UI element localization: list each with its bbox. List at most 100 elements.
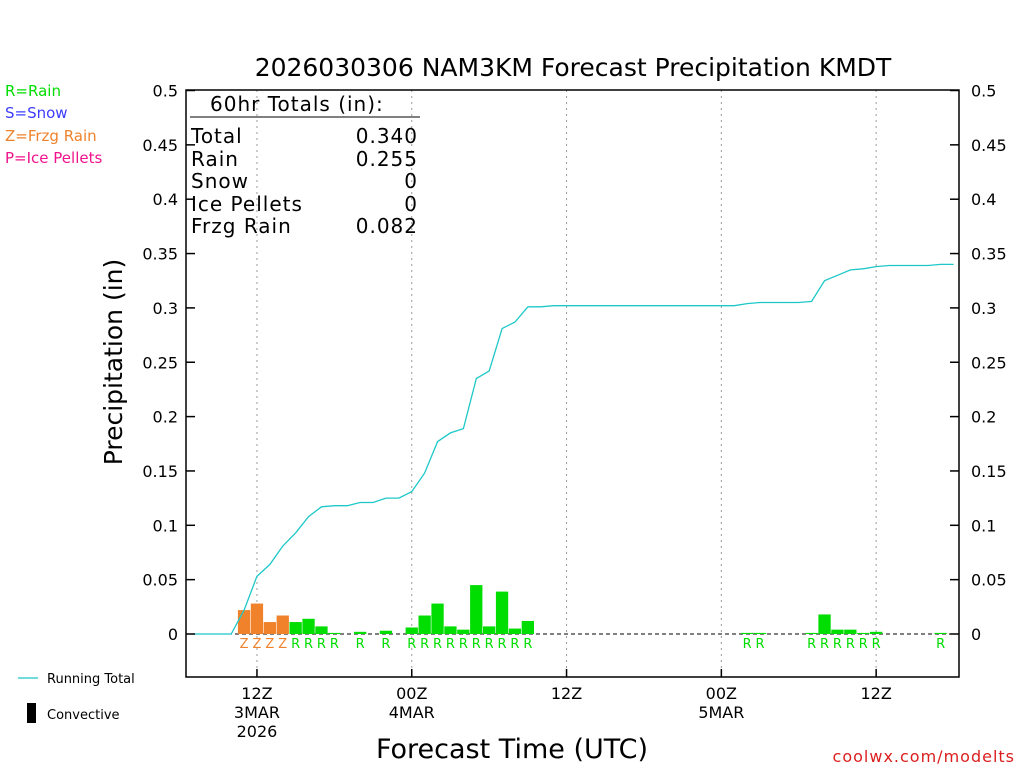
precip-type-letter: R (846, 637, 855, 652)
precip-type-letter: R (291, 637, 300, 652)
y-tick-label-left: 0.3 (153, 299, 178, 318)
totals-value-total: 0.340 (356, 124, 418, 148)
legend-ice-pellets: P=Ice Pellets (5, 149, 102, 167)
y-tick-label-right: 0.5 (971, 82, 996, 101)
legend-convective-swatch (27, 703, 36, 723)
precip-bar (418, 615, 431, 634)
y-axis-label: Precipitation (in) (99, 259, 128, 466)
precip-bar (457, 629, 470, 634)
precip-type-letter: Z (252, 637, 261, 652)
precip-bar (302, 618, 315, 634)
precip-bar (857, 632, 870, 634)
precip-bar (521, 620, 534, 634)
y-tick-label-left: 0.2 (153, 408, 178, 427)
precip-bar (263, 622, 276, 634)
x-axis-label: Forecast Time (UTC) (376, 734, 648, 765)
y-tick-label-left: 0.05 (142, 571, 178, 590)
precip-type-letter: R (304, 637, 313, 652)
y-tick-label-left: 0.35 (142, 245, 178, 264)
x-tick-label: 00Z (396, 684, 427, 703)
precip-type-letter: R (459, 637, 468, 652)
precip-bar (237, 610, 251, 634)
precip-type-letter: R (485, 637, 494, 652)
totals-label-total: Total (190, 124, 243, 148)
precip-type-letter: R (936, 637, 945, 652)
y-tick-label-left: 0.1 (153, 516, 178, 535)
precip-bar (315, 626, 328, 634)
legend-convective: Convective (47, 708, 120, 723)
y-tick-label-right: 0.25 (971, 353, 1007, 372)
y-tick-label-right: 0.2 (971, 408, 996, 427)
totals-label-rain: Rain (191, 147, 239, 171)
precip-type-letter: R (807, 637, 816, 652)
precip-bar (495, 591, 509, 634)
precip-bar (753, 632, 767, 634)
precip-type-letter: Z (240, 637, 249, 652)
precip-bar (470, 585, 483, 634)
precip-bar (431, 603, 444, 634)
precip-bar (276, 615, 289, 634)
y-tick-label-left: 0 (168, 625, 178, 644)
totals-label-ice-pellets: Ice Pellets (191, 192, 303, 216)
precip-bar (444, 626, 457, 634)
totals-value-snow: 0 (404, 169, 418, 193)
y-tick-label-right: 0.45 (971, 136, 1007, 155)
precip-type-letter: R (420, 637, 429, 652)
totals-header: 60hr Totals (in): (210, 92, 384, 116)
precip-type-letter: R (381, 637, 390, 652)
y-tick-label-right: 0.15 (971, 462, 1007, 481)
x-tick-label: 12Z (551, 684, 582, 703)
y-tick-label-right: 0.05 (971, 571, 1007, 590)
precip-bar (741, 632, 754, 634)
precip-type-letter: Z (278, 637, 287, 652)
x-tick-label: 5MAR (698, 703, 744, 722)
y-tick-label-left: 0.15 (142, 462, 178, 481)
x-tick-label: 12Z (241, 684, 272, 703)
precip-type-letter: R (472, 637, 481, 652)
precip-bar (379, 630, 393, 634)
x-tick-label: 00Z (706, 684, 737, 703)
x-tick-label: 4MAR (389, 703, 435, 722)
precip-type-letter: R (523, 637, 532, 652)
totals-value-rain: 0.255 (356, 147, 418, 171)
legend-running-total: Running Total (47, 672, 135, 687)
precip-type-letter: R (356, 637, 365, 652)
precip-bar (844, 629, 857, 634)
totals-box: 60hr Totals (in): Total 0.340 Rain 0.255… (190, 92, 420, 238)
precip-bar (805, 632, 818, 634)
precip-type-letter: R (317, 637, 326, 652)
precip-type-letter: R (433, 637, 442, 652)
precip-type-letter: R (872, 637, 881, 652)
x-tick-label: 12Z (860, 684, 891, 703)
precip-bar (508, 628, 522, 634)
precip-bar (483, 626, 496, 634)
x-tick-label: 2026 (237, 722, 278, 741)
precip-type-letter: R (833, 637, 842, 652)
totals-value-frzg-rain: 0.082 (356, 214, 418, 238)
precip-type-letter: R (756, 637, 765, 652)
plot-frame (185, 89, 960, 678)
precip-bar (870, 631, 883, 634)
precip-bar (354, 631, 367, 634)
precip-type-letter: R (859, 637, 868, 652)
precip-bar (289, 622, 302, 634)
totals-label-snow: Snow (191, 169, 249, 193)
y-axis-ticks: 0 00.05 0.050.1 0.10.15 0.150.2 0.20.25 0.250.… (142, 82, 1006, 645)
y-tick-label-left: 0.25 (142, 353, 178, 372)
y-tick-label-right: 0.35 (971, 245, 1007, 264)
vertical-gridlines (256, 90, 877, 677)
precip-type-letter: R (330, 637, 339, 652)
precip-type-letter: R (446, 637, 455, 652)
precip-bar (831, 629, 844, 634)
y-tick-label-left: 0.4 (153, 190, 178, 209)
precip-type-letter: R (510, 637, 519, 652)
precip-type-letter: R (820, 637, 829, 652)
legend-rain: R=Rain (5, 82, 61, 100)
precip-type-letter: R (743, 637, 752, 652)
y-tick-label-right: 0.4 (971, 190, 996, 209)
precip-bar (934, 632, 947, 634)
precip-type-letter: R (498, 637, 507, 652)
precip-bars (237, 585, 947, 634)
